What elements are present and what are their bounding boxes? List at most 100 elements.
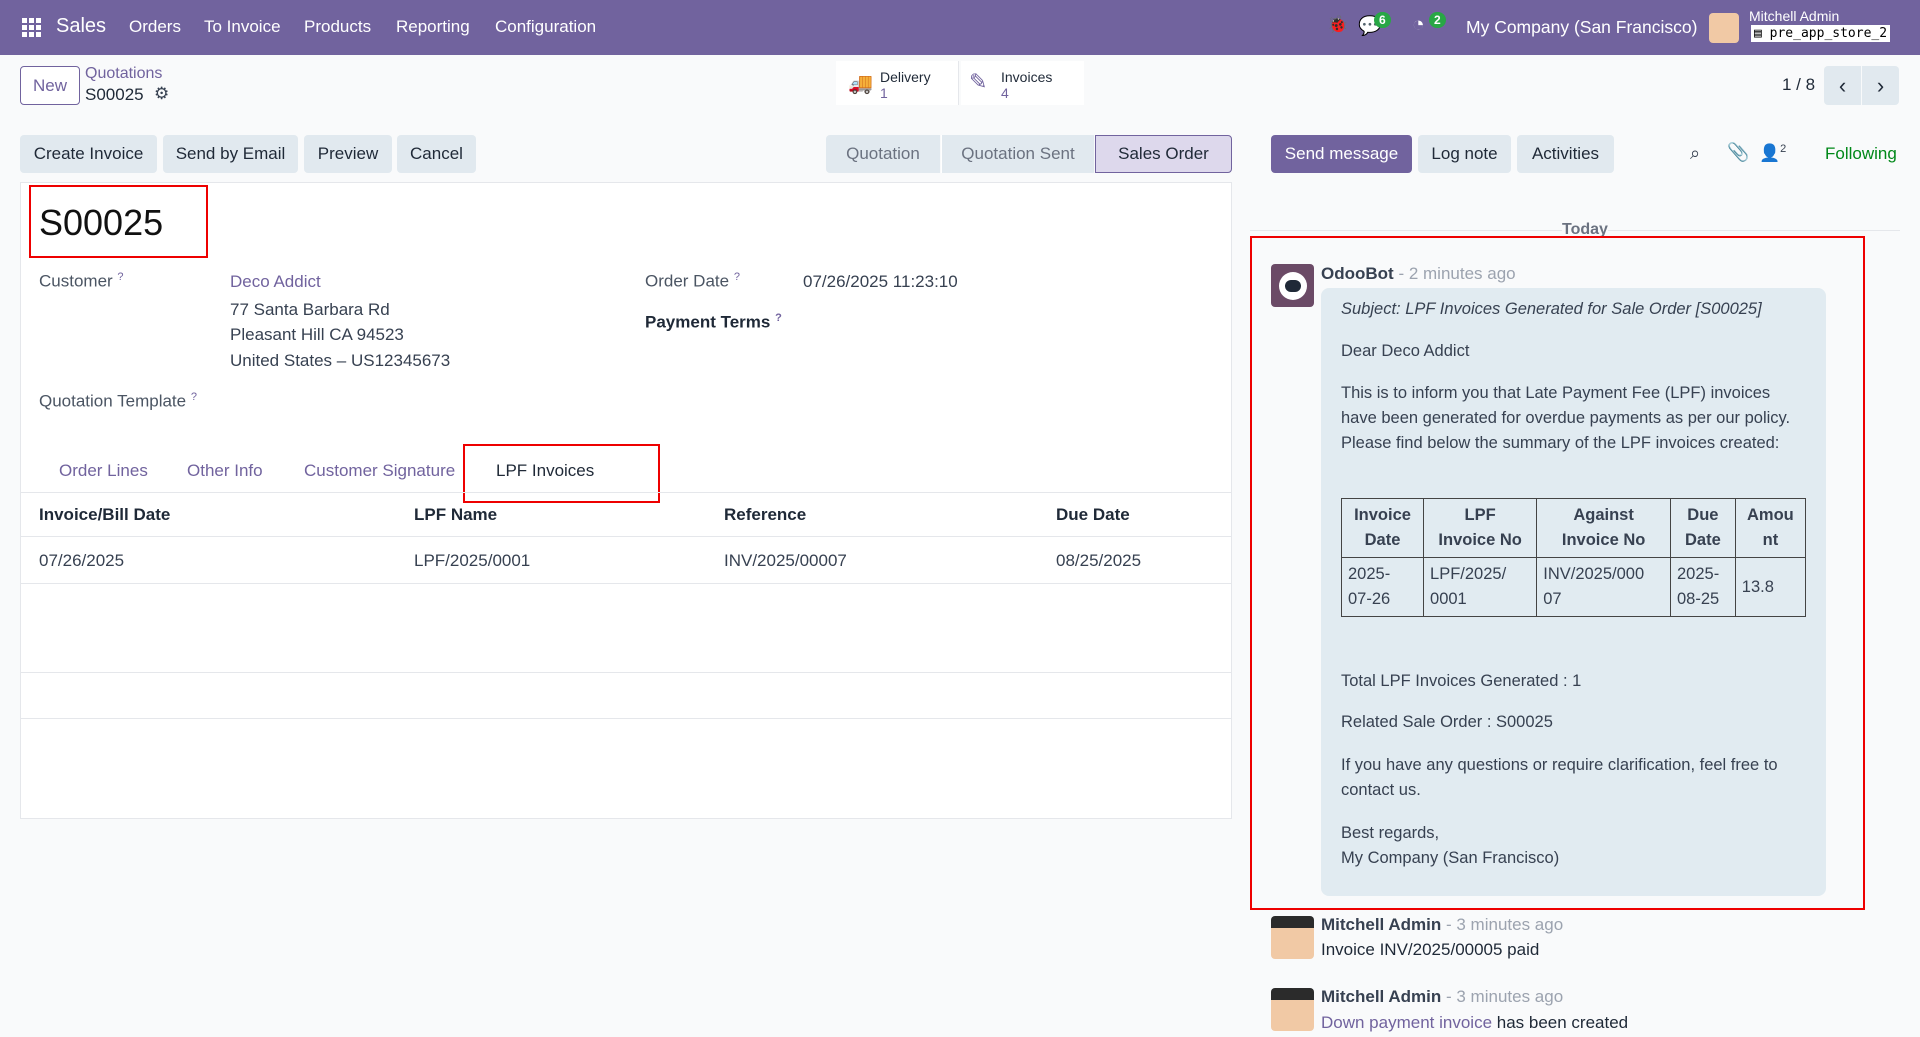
activities-clock-icon[interactable]: ◔ — [1412, 13, 1425, 36]
followers-icon[interactable]: 👤2 — [1759, 143, 1787, 163]
status-quotation[interactable]: Quotation — [826, 135, 940, 173]
help-icon[interactable]: ? — [117, 271, 124, 283]
paperclip-icon[interactable]: 📎 — [1727, 142, 1750, 162]
pager-previous-button[interactable]: ‹ — [1824, 66, 1861, 105]
user-name[interactable]: Mitchell Admin — [1749, 8, 1840, 24]
message-text: Invoice INV/2025/00005 paid — [1321, 940, 1540, 959]
search-icon[interactable]: ⌕ — [1690, 143, 1701, 163]
message-body: This is to inform you that Late Payment … — [1341, 384, 1791, 452]
td: 13.8 — [1734, 557, 1807, 617]
message-author: Mitchell Admin - 3 minutes ago — [1321, 915, 1563, 935]
mitchell-avatar — [1271, 916, 1314, 959]
help-icon[interactable]: ? — [733, 271, 740, 283]
log-note-button[interactable]: Log note — [1418, 135, 1511, 173]
message-highlight — [1250, 236, 1865, 910]
quotation-template-label: Quotation Template ? — [39, 391, 197, 412]
send-message-button[interactable]: Send message — [1271, 135, 1412, 173]
template-label-text: Quotation Template — [39, 391, 187, 411]
app-name[interactable]: Sales — [56, 15, 107, 37]
order-date-value[interactable]: 07/26/2025 11:23:10 — [803, 272, 958, 291]
th: Invoice Date — [1340, 498, 1425, 558]
preview-button[interactable]: Preview — [304, 135, 392, 173]
payment-terms-label-text: Payment Terms — [645, 312, 771, 332]
cell-date: 07/26/2025 — [39, 551, 125, 570]
divider — [20, 672, 1232, 673]
gear-icon[interactable]: ⚙ — [154, 84, 170, 103]
invoices-label: Invoices — [1001, 69, 1053, 85]
breadcrumb-quotations[interactable]: Quotations — [85, 65, 163, 82]
tab-order-lines[interactable]: Order Lines — [59, 461, 148, 480]
breadcrumb-current: S00025 — [85, 85, 144, 104]
send-by-email-button[interactable]: Send by Email — [163, 135, 298, 173]
customer-label-text: Customer — [39, 271, 113, 291]
delivery-smart-button[interactable]: 🚚 Delivery 1 — [836, 61, 959, 105]
divider — [20, 583, 1232, 584]
message-time: - 3 minutes ago — [1446, 915, 1564, 934]
message-time: - 2 minutes ago — [1398, 264, 1516, 283]
payment-terms-label: Payment Terms ? — [645, 312, 782, 333]
message-regards: Best regards, — [1341, 824, 1440, 842]
create-invoice-button[interactable]: Create Invoice — [20, 135, 157, 173]
message-questions: If you have any questions or require cla… — [1341, 756, 1778, 799]
lpf-summary-table: Invoice Date LPF Invoice No Against Invoice… — [1340, 498, 1807, 617]
menu-reporting[interactable]: Reporting — [396, 17, 470, 36]
user-avatar[interactable] — [1709, 13, 1739, 43]
tab-lpf-invoices[interactable]: LPF Invoices — [496, 461, 595, 480]
database-name: ▤ pre_app_store_2 — [1751, 25, 1891, 42]
divider — [20, 536, 1232, 537]
address-line: 77 Santa Barbara Rd — [230, 300, 390, 319]
th: Against Invoice No — [1536, 498, 1671, 558]
help-icon[interactable]: ? — [190, 391, 197, 403]
menu-configuration[interactable]: Configuration — [495, 17, 597, 36]
mitchell-avatar — [1271, 988, 1314, 1031]
odoobot-avatar — [1271, 264, 1314, 307]
order-date-label: Order Date ? — [645, 271, 740, 292]
th: Amou nt — [1734, 498, 1807, 558]
pager-value[interactable]: 1 / 8 — [1782, 75, 1816, 94]
page-title: S00025 — [39, 202, 164, 243]
delivery-count: 1 — [880, 85, 888, 101]
invoices-count: 4 — [1001, 85, 1009, 101]
col-header[interactable]: LPF Name — [414, 505, 498, 524]
message-author: Mitchell Admin - 3 minutes ago — [1321, 987, 1563, 1007]
th: Due Date — [1669, 498, 1736, 558]
message-text: Down payment invoice has been created — [1321, 1013, 1628, 1033]
message-signature: My Company (San Francisco) — [1341, 849, 1560, 867]
help-icon[interactable]: ? — [775, 312, 782, 324]
new-button[interactable]: New — [20, 66, 80, 105]
col-header[interactable]: Due Date — [1056, 505, 1130, 524]
messages-badge: 6 — [1374, 12, 1391, 28]
divider — [20, 718, 1232, 719]
down-payment-invoice-link[interactable]: Down payment invoice — [1321, 1013, 1493, 1032]
today-label: Today — [1562, 221, 1608, 239]
tab-other-info[interactable]: Other Info — [187, 461, 263, 480]
delivery-label: Delivery — [880, 69, 931, 85]
table-row[interactable]: 07/26/2025 LPF/2025/0001 INV/2025/00007 … — [20, 537, 1232, 583]
activities-button[interactable]: Activities — [1517, 135, 1614, 173]
message-text-rest: has been created — [1492, 1013, 1629, 1032]
cell-lpf-name: LPF/2025/0001 — [414, 551, 531, 570]
menu-orders[interactable]: Orders — [129, 17, 181, 36]
pager-next-button[interactable]: › — [1862, 66, 1899, 105]
following-button[interactable]: Following — [1825, 144, 1897, 163]
company-switcher[interactable]: My Company (San Francisco) — [1466, 17, 1698, 37]
customer-link[interactable]: Deco Addict — [230, 272, 321, 291]
apps-menu-icon[interactable] — [22, 18, 41, 37]
invoices-smart-button[interactable]: ✎ Invoices 4 — [961, 61, 1084, 105]
status-quotation-sent[interactable]: Quotation Sent — [941, 135, 1094, 173]
debug-bug-icon[interactable]: 🐞 — [1327, 15, 1349, 34]
menu-products[interactable]: Products — [304, 17, 372, 36]
author-name: OdooBot — [1321, 264, 1394, 283]
td: LPF/2025/0001 — [1423, 557, 1538, 617]
tab-highlight — [463, 444, 660, 503]
address-line: Pleasant Hill CA 94523 — [230, 325, 404, 344]
title-highlight — [29, 185, 208, 258]
cancel-button[interactable]: Cancel — [397, 135, 476, 173]
menu-to-invoice[interactable]: To Invoice — [204, 17, 281, 36]
message-related: Related Sale Order : S00025 — [1341, 713, 1553, 731]
tab-customer-signature[interactable]: Customer Signature — [304, 461, 456, 480]
col-header[interactable]: Invoice/Bill Date — [39, 505, 171, 524]
td: INV/2025/000 07 — [1536, 557, 1671, 617]
col-header[interactable]: Reference — [724, 505, 807, 524]
status-sales-order[interactable]: Sales Order — [1095, 135, 1232, 173]
